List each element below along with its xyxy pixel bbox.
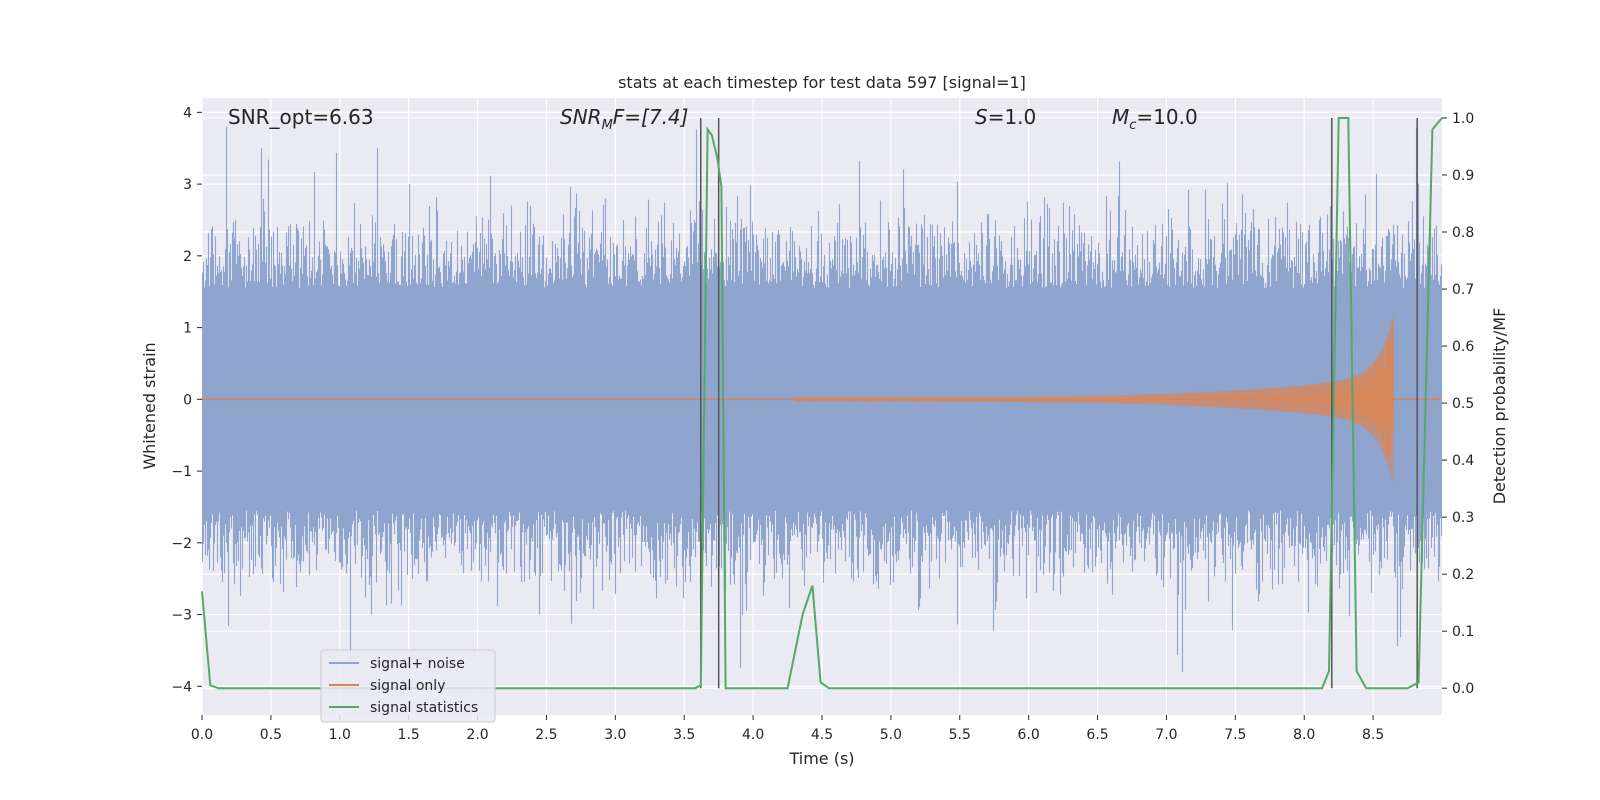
annotation-mc-main: M [1112, 105, 1129, 129]
x-axis-ticks: 0.0 0.5 1.0 1.5 2.0 2.5 3.0 3.5 4.0 4.5 5.0 5.5 6.0 6… [191, 715, 1384, 743]
x-tick-label: 7.5 [1224, 727, 1246, 743]
y2-tick-label: 0.5 [1452, 396, 1474, 412]
y2-tick-label: 0.1 [1452, 624, 1474, 640]
annotation-mc-rest: =10.0 [1136, 105, 1197, 129]
statistics-trace [201, 117, 1443, 690]
x-axis-label: Time (s) [788, 749, 854, 768]
chirp-trace [793, 321, 1394, 468]
x-tick-label: 5.0 [880, 727, 902, 743]
y-axis-label: Whitened strain [140, 342, 159, 469]
y-tick-label: 4 [183, 105, 192, 121]
y-tick-label: 1 [183, 321, 192, 337]
y-tick-label: −1 [171, 464, 192, 480]
chirp-envelope [794, 313, 1394, 486]
annotation-snr-opt: SNR_opt=6.63 [228, 105, 374, 129]
y-tick-label: 3 [183, 177, 192, 193]
y-tick-label: −4 [171, 679, 192, 695]
y-axis-ticks: −4 −3 −2 −1 0 1 2 3 4 [171, 105, 202, 695]
annotation-snr-mf-sub: M [602, 118, 613, 133]
annotation-s: S=1.0 [975, 105, 1036, 129]
x-tick-label: 2.5 [535, 727, 557, 743]
y2-tick-label: 0.0 [1452, 681, 1474, 697]
y2-tick-label: 0.3 [1452, 510, 1474, 526]
y-tick-label: −3 [171, 608, 192, 624]
series-signal-statistics [201, 117, 1443, 690]
x-tick-label: 4.5 [811, 727, 833, 743]
annotation-snr-mf-rest: F=[7.4] [613, 105, 689, 129]
x-tick-label: 3.5 [673, 727, 695, 743]
y-tick-label: −2 [171, 536, 192, 552]
annotation-mc: Mc=10.0 [1112, 105, 1198, 133]
chart-title: stats at each timestep for test data 597… [618, 73, 1026, 92]
y2-tick-label: 0.7 [1452, 282, 1474, 298]
annotation-s-rest: =1.0 [988, 105, 1037, 129]
y2-tick-label: 0.2 [1452, 567, 1474, 583]
legend-label-signal-only: signal only [370, 678, 445, 694]
y2-tick-label: 0.6 [1452, 339, 1474, 355]
annotation-snr-mf: SNRMF=[7.4] [560, 105, 688, 133]
x-tick-label: 1.5 [398, 727, 420, 743]
series-signal-only [202, 313, 1442, 486]
y2-tick-label: 0.4 [1452, 453, 1474, 469]
x-tick-label: 4.0 [742, 727, 764, 743]
y2-tick-label: 0.8 [1452, 225, 1474, 241]
legend-box [320, 649, 496, 723]
x-tick-label: 2.0 [466, 727, 488, 743]
x-tick-label: 5.5 [949, 727, 971, 743]
y-tick-label: 2 [183, 249, 192, 265]
legend-label-signal-noise: signal+ noise [370, 656, 465, 672]
x-tick-label: 8.5 [1362, 727, 1384, 743]
vertical-markers [700, 117, 1418, 689]
y2-tick-label: 0.9 [1452, 168, 1474, 184]
legend-label-signal-statistics: signal statistics [370, 700, 478, 716]
y-tick-label: 0 [183, 392, 192, 408]
y2-tick-label: 1.0 [1452, 111, 1474, 127]
annotation-mc-sub: c [1129, 118, 1136, 133]
x-tick-label: 7.0 [1155, 727, 1177, 743]
annotation-s-main: S [975, 105, 988, 129]
x-tick-label: 6.5 [1086, 727, 1108, 743]
legend: signal+ noise signal only signal statist… [320, 649, 496, 723]
x-tick-label: 1.0 [329, 727, 351, 743]
x-tick-label: 6.0 [1018, 727, 1040, 743]
x-tick-label: 8.0 [1293, 727, 1315, 743]
x-tick-label: 0.0 [191, 727, 213, 743]
x-tick-label: 3.0 [604, 727, 626, 743]
annotation-snr-mf-main: SNR [560, 105, 602, 129]
y2-axis-label: Detection probability/MF [1490, 308, 1509, 505]
x-tick-label: 0.5 [260, 727, 282, 743]
y2-axis-ticks: 0.0 0.1 0.2 0.3 0.4 0.5 0.6 0.7 0.8 0.9 1.0 [1442, 111, 1474, 697]
